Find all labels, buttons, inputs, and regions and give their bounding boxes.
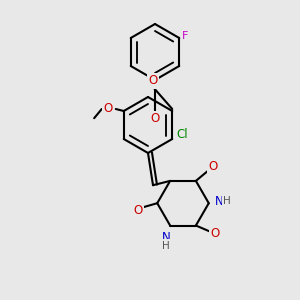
Text: N: N [162, 231, 170, 244]
Text: O: O [210, 227, 220, 240]
Text: O: O [148, 74, 158, 88]
Text: H: H [223, 196, 231, 206]
Text: O: O [150, 112, 160, 125]
Text: H: H [162, 241, 170, 250]
Text: O: O [103, 103, 112, 116]
Text: F: F [182, 31, 188, 41]
Text: Cl: Cl [176, 128, 188, 140]
Text: O: O [134, 204, 143, 217]
Text: N: N [214, 195, 223, 208]
Text: O: O [208, 160, 218, 173]
